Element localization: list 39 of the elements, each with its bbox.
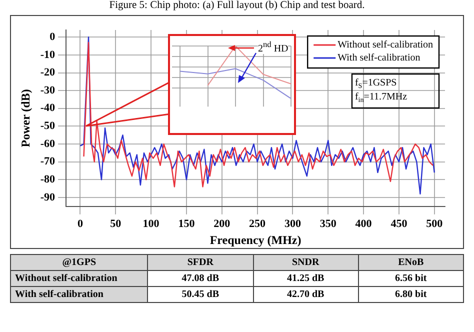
text: 6.80 bit	[358, 286, 464, 302]
text: With self-calibration	[10, 286, 148, 302]
text: @1GPS	[10, 254, 148, 270]
legend-label: Without self-calibration	[338, 40, 434, 51]
y-tick-label: -30	[40, 84, 56, 96]
x-tick-label: 150	[178, 218, 196, 230]
y-tick-label: -10	[40, 48, 56, 61]
x-tick-label: 300	[284, 218, 302, 230]
x-tick-label: 250	[249, 218, 266, 230]
x-tick-label: 350	[320, 218, 337, 230]
x-tick-label: 100	[142, 218, 160, 230]
text: Without self-calibration	[10, 270, 148, 286]
text: 50.45 dB	[148, 286, 253, 302]
y-tick-label: 0	[50, 30, 56, 43]
caption: Figure 5: Chip photo: (a) Full layout (b) Chip and test board.	[108, 0, 366, 11]
x-tick-label: 400	[355, 218, 372, 230]
text: SFDR	[148, 254, 253, 270]
y-tick-label: -20	[40, 66, 56, 79]
text: SNDR	[253, 254, 358, 270]
x-tick-label: 500	[426, 218, 444, 230]
y-tick-label: -40	[40, 102, 56, 114]
legend-label: With self-calibration	[338, 52, 420, 64]
text: 41.25 dB	[253, 270, 358, 286]
y-tick-label: -70	[40, 156, 56, 168]
text: 6.56 bit	[358, 270, 464, 286]
y-tick-label: -50	[40, 120, 56, 132]
y-tick-label: -90	[40, 191, 56, 204]
x-tick-label: 450	[390, 218, 408, 230]
y-tick-label: -80	[40, 174, 56, 186]
x-tick-label: 0	[77, 218, 84, 230]
x-tick-label: 50	[110, 218, 122, 230]
x-tick-label: 200	[214, 218, 231, 230]
annotation: 2$^{nd}$ HD	[258, 40, 288, 54]
y-tick-label: -60	[40, 138, 56, 150]
text: 42.70 dB	[253, 286, 358, 302]
text: ENoB	[358, 254, 464, 270]
text: 47.08 dB	[148, 270, 253, 286]
x-axis-title: Frequency (MHz)	[210, 232, 302, 247]
y-axis-title: Power (dB)	[18, 89, 32, 148]
